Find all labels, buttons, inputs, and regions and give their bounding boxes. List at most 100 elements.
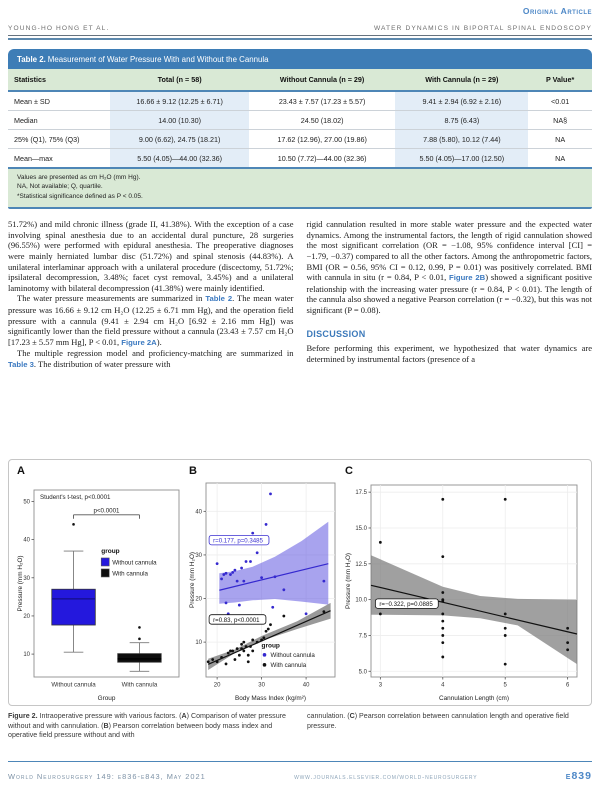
- paragraph: 51.72%) and mild chronic illness (grade …: [8, 219, 294, 293]
- table2-label: Table 2.: [17, 55, 46, 64]
- figure-panel-a: A 10 20 30 40 50 Group Pressure (mm H₂O) Withou…: [15, 465, 187, 703]
- svg-text:30: 30: [258, 683, 265, 689]
- table-cell: NA: [555, 153, 566, 163]
- svg-text:r=0.83, p<0.0001: r=0.83, p<0.0001: [213, 617, 260, 624]
- xref-link[interactable]: Table 2: [205, 294, 233, 304]
- page-footer: World Neurosurgery 149: e836-e843, May 2…: [8, 761, 592, 782]
- discussion-heading: DISCUSSION: [306, 328, 366, 339]
- svg-text:Pressure (mm H₂O): Pressure (mm H₂O): [17, 556, 24, 612]
- boxplot-chart: 10 20 30 40 50 Group Pressure (mm H₂O) Without …: [17, 489, 180, 702]
- table-row: 25% (Q1), 75% (Q3) 9.00 (6.62), 24.75 (18…: [8, 129, 592, 149]
- svg-text:Without cannula: Without cannula: [270, 652, 315, 659]
- table2: Statistics Total (n = 58) Without Cannula …: [8, 69, 592, 169]
- table2-footnote-line: Values are presented as cm H₂O (mm Hg).: [17, 174, 141, 181]
- figure-2: A 10 20 30 40 50 Group Pressure (mm H₂O) Withou…: [8, 459, 592, 707]
- svg-text:p<0.0001: p<0.0001: [94, 508, 121, 515]
- table-cell: Mean—max: [14, 153, 53, 163]
- table-cell: 14.00 (10.30): [110, 110, 249, 130]
- svg-text:20: 20: [195, 597, 202, 603]
- body-text: 51.72%) and mild chronic illness (grade …: [8, 219, 592, 453]
- running-title: WATER DYNAMICS IN BIPORTAL SPINAL ENDOSC…: [373, 25, 592, 32]
- paragraph: The water pressure measurements are summ…: [8, 293, 294, 347]
- svg-text:Pressure (mm H₂O): Pressure (mm H₂O): [345, 553, 352, 609]
- svg-text:6: 6: [566, 683, 570, 689]
- table-row: Mean—max 5.50 (4.05)—44.00 (32.36) 10.50 (…: [8, 148, 592, 168]
- table-cell: Mean ± SD: [14, 96, 50, 106]
- xref-link[interactable]: Figure 2B: [449, 273, 486, 283]
- running-author: YOUNG-HO HONG ET AL.: [8, 25, 110, 32]
- table-cell: 17.62 (12.96), 27.00 (19.86): [277, 134, 367, 144]
- table2-footnote-line: *Statistical significance defined as P <…: [17, 192, 143, 200]
- table-cell: NA: [555, 134, 566, 144]
- xref-link[interactable]: Table 3: [8, 359, 34, 369]
- svg-text:17.5: 17.5: [355, 490, 367, 496]
- body-column-left: 51.72%) and mild chronic illness (grade …: [8, 219, 294, 453]
- table2-col-header: Total (n = 58): [157, 75, 202, 84]
- svg-text:4: 4: [441, 683, 445, 689]
- table2-col-header: Without Cannula (n = 29): [279, 75, 365, 84]
- journal-citation: World Neurosurgery 149: e836-e843, May 2…: [8, 772, 206, 782]
- article-type-label: Original Article: [522, 6, 592, 16]
- table-cell: <0.01: [551, 96, 570, 106]
- xref-link[interactable]: Figure 2A: [121, 337, 157, 347]
- svg-text:r=−0.322, p=0.0885: r=−0.322, p=0.0885: [379, 601, 433, 608]
- svg-text:group: group: [261, 643, 279, 650]
- journal-url[interactable]: www.journals.elsevier.com/world-neurosur…: [294, 774, 478, 782]
- paragraph: Before performing this experiment, we hy…: [306, 343, 593, 364]
- table2-footnote-line: NA, Not available; Q, quartile.: [17, 183, 103, 191]
- svg-text:10: 10: [195, 640, 202, 646]
- table2-body: Mean ± SD 16.66 ± 9.12 (12.25 ± 6.71) 23.4…: [8, 91, 592, 168]
- table2-title: Measurement of Water Pressure With and W…: [47, 55, 269, 64]
- table-cell: NA§: [553, 115, 568, 125]
- table2-banner: Table 2. Measurement of Water Pressure Wi…: [8, 49, 592, 69]
- cannulation-scatter-chart: 5.0 7.5 10.0 12.5 15.0 17.5 3 4 5 6 Cannulation Le…: [345, 484, 578, 702]
- svg-text:Cannulation Length (cm): Cannulation Length (cm): [439, 695, 509, 702]
- svg-text:With cannula: With cannula: [270, 662, 306, 669]
- table2-col-header: With Cannula (n = 29): [425, 75, 499, 84]
- svg-text:With cannula: With cannula: [122, 682, 158, 689]
- svg-text:40: 40: [303, 683, 310, 689]
- table2-header: Statistics Total (n = 58) Without Cannula …: [8, 69, 592, 91]
- svg-text:group: group: [101, 548, 119, 555]
- table-cell: 5.50 (4.05)—17.00 (12.50): [395, 148, 529, 168]
- svg-text:Pressure (mm H₂O): Pressure (mm H₂O): [189, 552, 196, 608]
- svg-text:r=0.177, p=0.3485: r=0.177, p=0.3485: [213, 538, 263, 545]
- svg-text:30: 30: [23, 576, 30, 582]
- table-cell: 10.50 (7.72)—44.00 (32.36): [277, 153, 367, 163]
- panel-a-label: A: [17, 465, 25, 478]
- figure-caption-right: cannulation. (C) Pearson correlation bet…: [307, 712, 569, 730]
- svg-text:5: 5: [504, 683, 508, 689]
- svg-text:With cannula: With cannula: [112, 571, 148, 578]
- panel-c-label: C: [345, 465, 353, 478]
- body-column-right: rigid cannulation resulted in more stabl…: [307, 219, 593, 453]
- paragraph: The multiple regression model and profic…: [8, 348, 294, 369]
- table2-col-header: P Value*: [546, 75, 575, 84]
- table-row: Mean ± SD 16.66 ± 9.12 (12.25 ± 6.71) 23.4…: [8, 91, 592, 111]
- running-head: YOUNG-HO HONG ET AL. WATER DYNAMICS IN B…: [8, 25, 592, 32]
- svg-text:Without cannula: Without cannula: [51, 682, 96, 689]
- figure-panel-c: C 5.0 7.5 10.0 12.5 15.0 17.5 3 4 5 6 Cannulation …: [343, 465, 585, 703]
- svg-text:40: 40: [23, 538, 30, 544]
- svg-text:30: 30: [195, 553, 202, 559]
- paragraph: rigid cannulation resulted in more stabl…: [306, 219, 593, 316]
- svg-text:7.5: 7.5: [359, 634, 368, 640]
- svg-text:3: 3: [379, 683, 383, 689]
- svg-text:Student's t-test, p<0.0001: Student's t-test, p<0.0001: [40, 494, 111, 501]
- svg-text:5.0: 5.0: [359, 670, 368, 676]
- panel-b-label: B: [189, 465, 197, 478]
- table-row: Median 14.00 (10.30) 24.50 (18.02) 8.75 (6.…: [8, 110, 592, 130]
- figure-caption-left: Figure 2. Intraoperative pressure with v…: [8, 712, 286, 739]
- svg-text:50: 50: [23, 500, 30, 506]
- svg-text:15.0: 15.0: [355, 526, 367, 532]
- table-cell: 23.43 ± 7.57 (17.23 ± 5.57): [278, 96, 366, 106]
- table-cell: 9.00 (6.62), 24.75 (18.21): [110, 129, 249, 149]
- svg-text:12.5: 12.5: [355, 562, 367, 568]
- table2-col-header: Statistics: [14, 75, 46, 84]
- table2-footnotes: Values are presented as cm H₂O (mm Hg). N…: [8, 169, 592, 210]
- table-cell: 8.75 (6.43): [395, 110, 529, 130]
- header-rule: [8, 35, 592, 40]
- svg-text:20: 20: [23, 614, 30, 620]
- table-cell: 25% (Q1), 75% (Q3): [14, 134, 80, 144]
- svg-text:10: 10: [23, 652, 30, 658]
